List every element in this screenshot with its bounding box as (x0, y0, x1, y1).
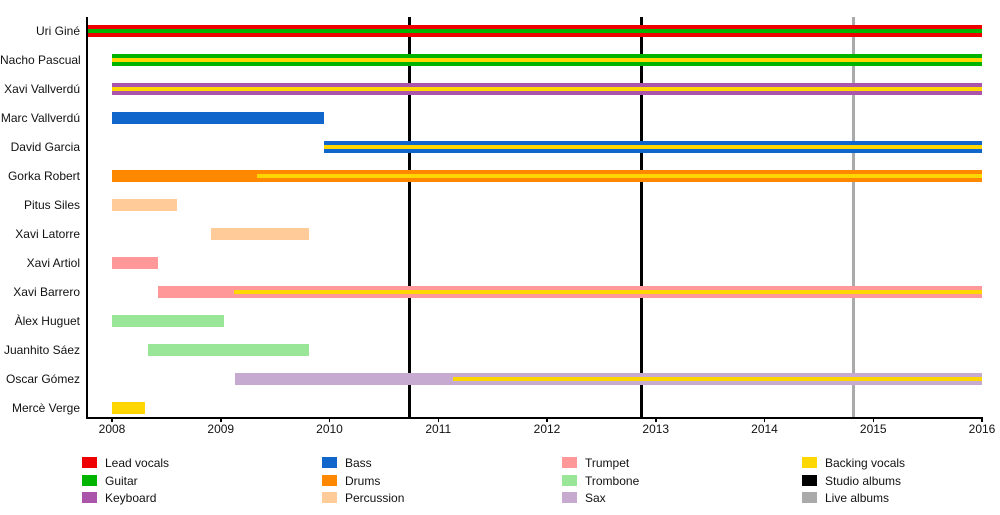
timeline-stripe-backing_vocals (112, 87, 982, 91)
legend-label: Trombone (585, 473, 640, 488)
timeline-bar-percussion (112, 199, 178, 211)
axis-tick (546, 417, 548, 422)
legend-label: Studio albums (825, 473, 902, 488)
legend-swatch-lead_vocals-icon (82, 457, 97, 468)
timeline-bar-trombone (147, 344, 309, 356)
timeline-bar-percussion (210, 228, 309, 240)
legend-label: Bass (345, 456, 372, 470)
member-label: David Garcia (10, 140, 80, 154)
timeline-bar-backing_vocals (112, 402, 145, 414)
legend-swatch-guitar-icon (82, 474, 97, 486)
axis-tick (872, 417, 874, 422)
axis-year-label: 2014 (751, 422, 778, 436)
member-label: Pitus Siles (23, 198, 80, 212)
legend-swatch-drums-icon (322, 474, 337, 486)
member-label: Juanhito Sáez (3, 343, 80, 357)
timeline-stripe-backing_vocals (453, 377, 982, 381)
live_album-line (852, 17, 856, 417)
legend-swatch-live_albums-icon (802, 492, 817, 503)
x-axis-line (86, 416, 983, 419)
member-label: Xavi Barrero (13, 285, 80, 299)
legend-label: Trumpet (585, 456, 630, 470)
axis-year-label: 2016 (968, 422, 996, 436)
studio_album-line (640, 17, 644, 417)
member-label: Àlex Huguet (14, 314, 80, 328)
axis-year-label: 2010 (316, 422, 343, 436)
member-label: Mercè Verge (11, 401, 80, 415)
legend-label: Drums (345, 473, 381, 488)
legend-label: Sax (585, 491, 606, 505)
legend-label: Backing vocals (825, 456, 906, 470)
member-label: Nacho Pascual (0, 53, 81, 67)
legend-swatch-percussion-icon (322, 492, 337, 503)
y-axis-line (86, 17, 88, 419)
timeline-stripe-backing_vocals (233, 290, 982, 294)
axis-tick (655, 417, 657, 422)
axis-year-label: 2012 (533, 422, 561, 436)
axis-tick (328, 417, 331, 422)
member-label: Xavi Artiol (26, 256, 80, 270)
timeline-stripe-backing_vocals (324, 145, 982, 149)
legend-label: Guitar (105, 473, 138, 488)
member-label: Marc Vallverdú (0, 111, 80, 125)
timeline-bar-trumpet (112, 257, 158, 269)
timeline-bar-trombone (112, 315, 224, 327)
legend-label: Live albums (825, 491, 890, 505)
legend-label: Keyboard (105, 491, 157, 505)
axis-year-label: 2009 (207, 422, 235, 436)
legend-swatch-sax-icon (562, 492, 577, 503)
axis-year-label: 2013 (642, 422, 670, 436)
member-label: Xavi Vallverdú (4, 82, 80, 96)
member-label: Gorka Robert (7, 169, 80, 183)
legend-swatch-bass-icon (322, 457, 337, 468)
timeline-bar-bass (112, 112, 325, 124)
axis-tick (763, 417, 766, 422)
legend-swatch-trombone-icon (562, 474, 577, 486)
studio_album-line (408, 17, 412, 417)
legend-swatch-studio_albums-icon (802, 474, 817, 486)
legend-swatch-keyboard-icon (82, 492, 97, 503)
member-label: Uri Giné (35, 24, 80, 38)
member-label: Oscar Gómez (5, 372, 80, 386)
axis-tick (437, 417, 439, 422)
timeline-stripe-guitar (88, 29, 982, 33)
legend-label: Percussion (345, 491, 405, 505)
axis-tick (981, 417, 983, 422)
legend-swatch-backing_vocals-icon (802, 457, 817, 468)
axis-tick (220, 417, 222, 422)
axis-year-label: 2008 (98, 422, 126, 436)
axis-year-label: 2011 (425, 422, 452, 436)
legend-label: Lead vocals (105, 456, 170, 470)
member-label: Xavi Latorre (15, 227, 80, 241)
legend-swatch-trumpet-icon (562, 457, 577, 468)
axis-year-label: 2015 (859, 422, 887, 436)
axis-tick (111, 417, 113, 422)
timeline-stripe-backing_vocals (256, 174, 982, 178)
timeline-stripe-backing_vocals (112, 58, 982, 62)
